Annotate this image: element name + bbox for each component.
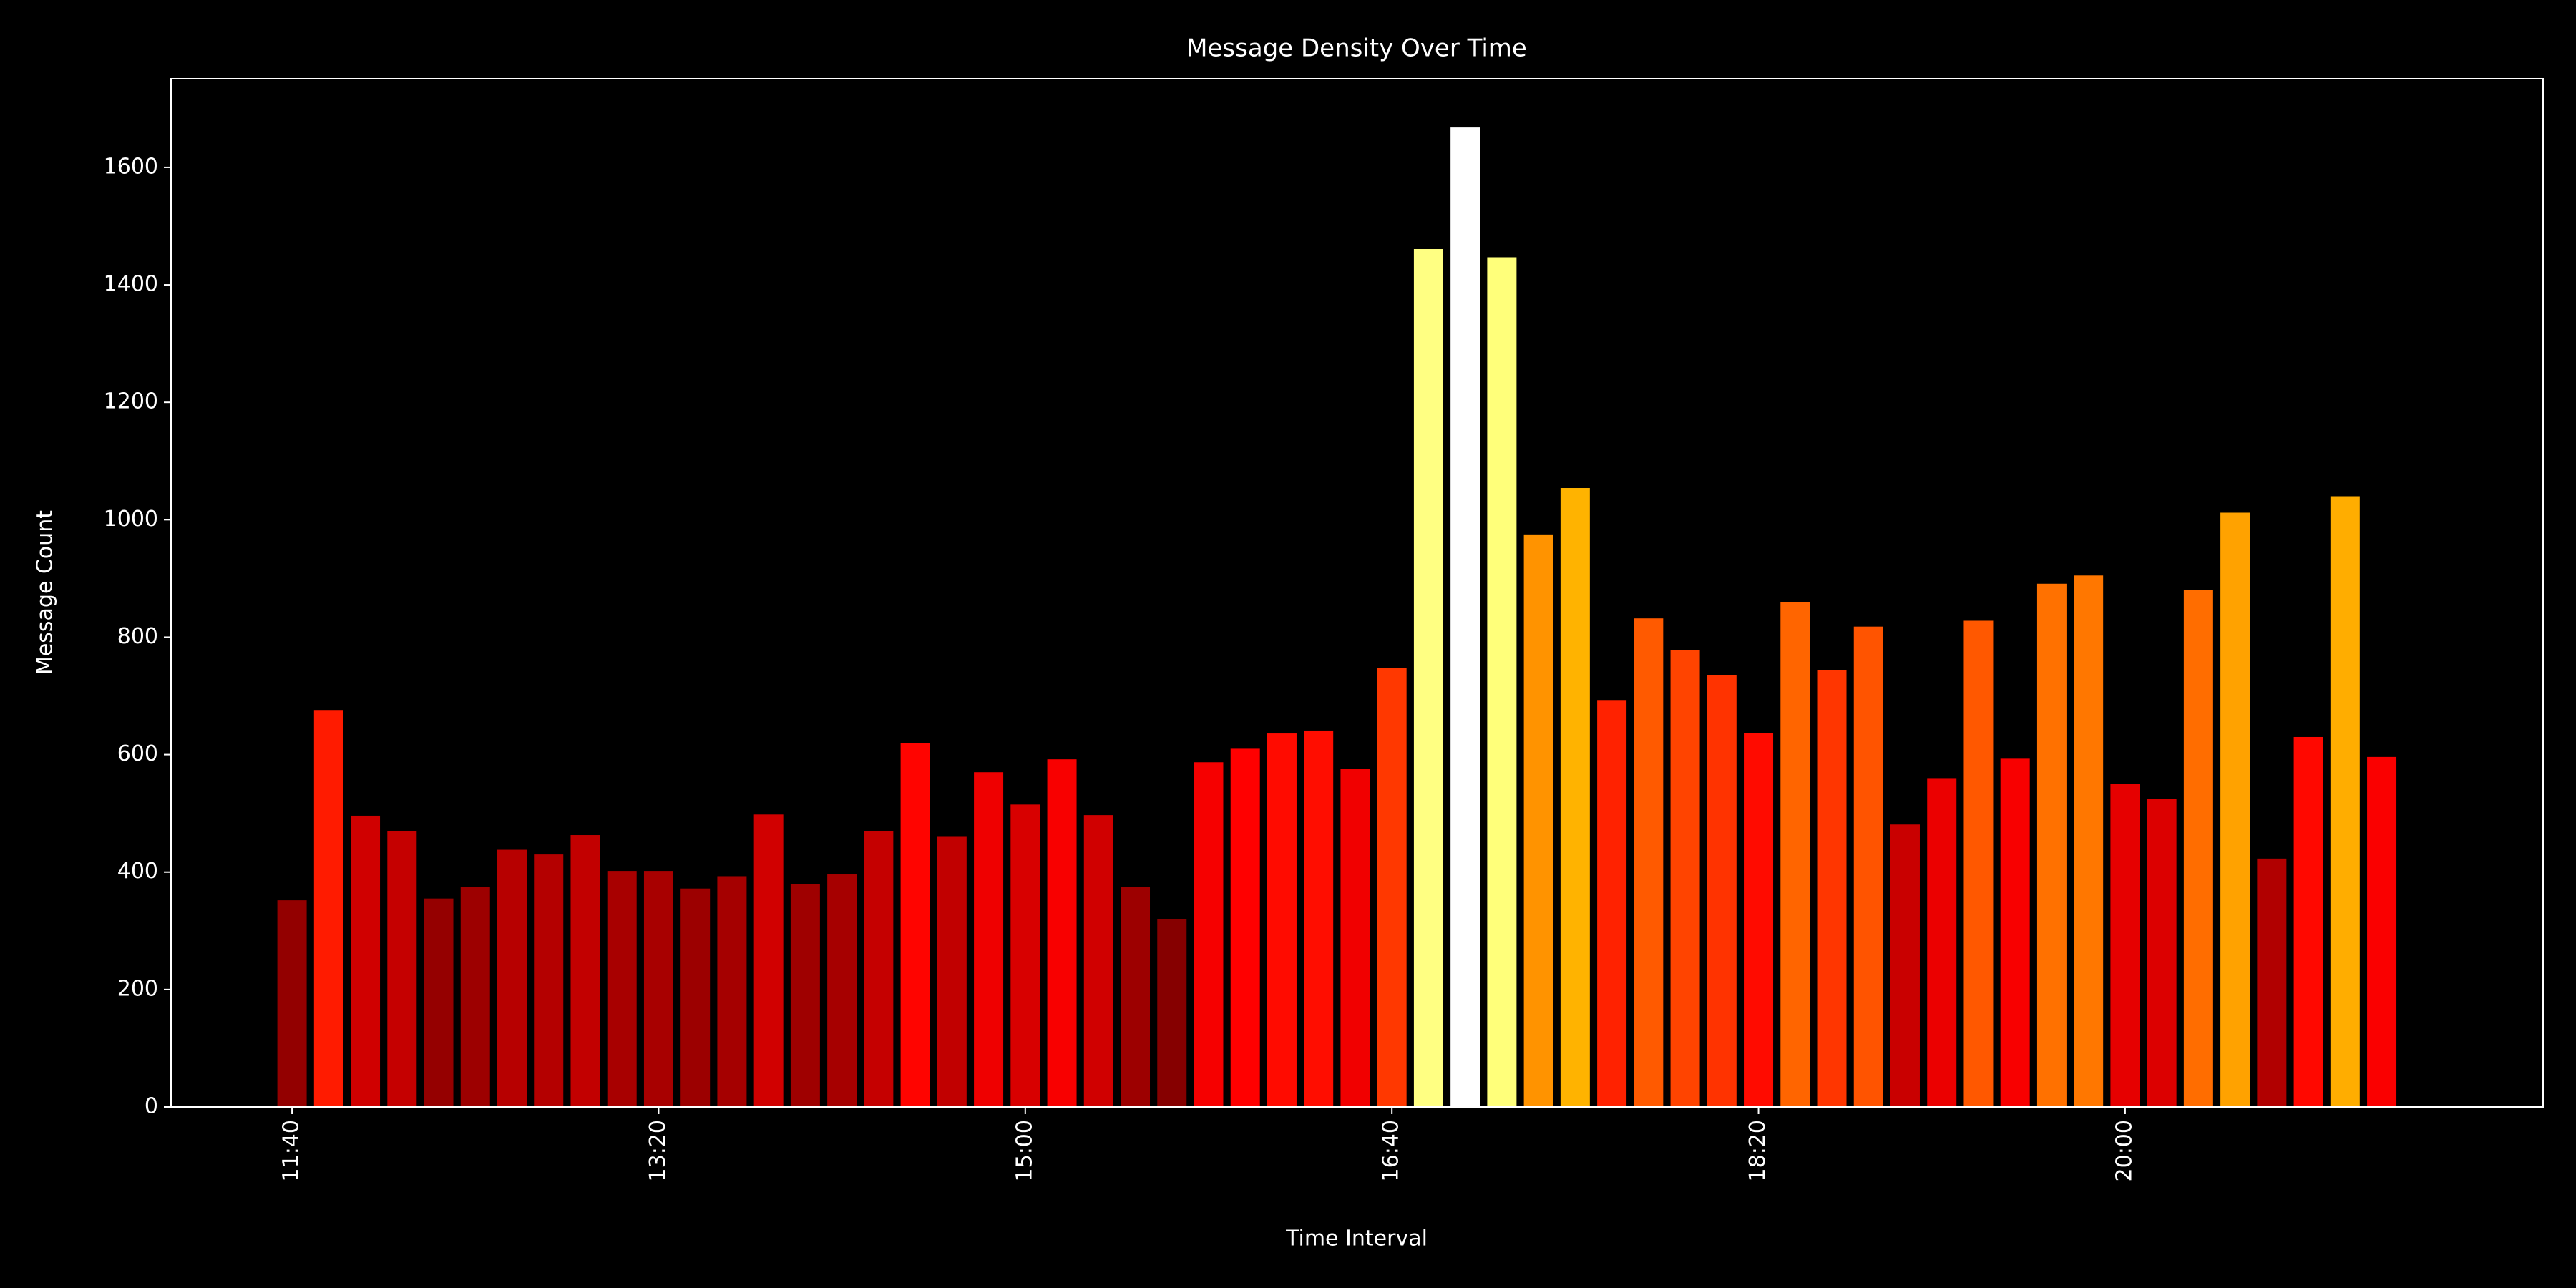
bar	[1267, 733, 1297, 1107]
y-tick-label: 200	[117, 976, 158, 1001]
bar	[2367, 756, 2397, 1107]
y-tick-label: 400	[117, 859, 158, 884]
bar	[1634, 618, 1664, 1107]
x-tick-label: 15:00	[1012, 1120, 1037, 1181]
bar	[680, 888, 711, 1107]
bar	[1121, 887, 1151, 1107]
bar	[1194, 762, 1224, 1107]
x-tick-label: 16:40	[1379, 1120, 1404, 1181]
bar	[1047, 759, 1077, 1107]
bar	[534, 854, 564, 1107]
bar	[1707, 675, 1737, 1107]
bar	[607, 871, 637, 1107]
bar	[1744, 733, 1774, 1107]
y-tick-label: 600	[117, 741, 158, 766]
bar	[1890, 824, 1920, 1107]
y-tick-label: 1200	[104, 389, 158, 414]
bar	[2147, 799, 2177, 1107]
y-tick-label: 800	[117, 624, 158, 649]
bar	[1963, 620, 1994, 1107]
bar	[2220, 512, 2250, 1107]
bar	[2293, 736, 2323, 1107]
x-tick-label: 11:40	[279, 1120, 304, 1181]
bar	[277, 900, 307, 1107]
bar	[2110, 784, 2140, 1107]
bar	[2257, 858, 2287, 1107]
y-tick-label: 1400	[104, 272, 158, 297]
bar	[790, 884, 820, 1107]
bar	[1780, 602, 1810, 1107]
bar	[313, 710, 343, 1107]
bar	[1523, 534, 1553, 1107]
x-tick-label: 20:00	[2112, 1120, 2137, 1181]
x-tick-label: 18:20	[1745, 1120, 1770, 1181]
bar	[753, 814, 784, 1107]
y-tick-label: 0	[145, 1094, 158, 1119]
bar	[1010, 804, 1040, 1107]
bar	[497, 849, 527, 1107]
bar	[1304, 730, 1334, 1107]
bar	[387, 831, 417, 1107]
bar	[717, 876, 747, 1107]
bar	[1597, 700, 1627, 1107]
bar	[974, 772, 1004, 1107]
bar	[1670, 650, 1700, 1107]
y-tick-label: 1000	[104, 507, 158, 532]
chart-title: Message Density Over Time	[1186, 34, 1527, 63]
plot-frame	[170, 78, 2544, 1108]
bar	[2036, 583, 2067, 1107]
bar	[1413, 248, 1443, 1108]
bar	[1377, 668, 1407, 1107]
bar	[570, 835, 600, 1107]
bar	[1083, 815, 1113, 1107]
x-tick-label: 13:20	[645, 1120, 670, 1181]
bar	[864, 831, 894, 1107]
bar	[1340, 769, 1370, 1107]
bar	[2000, 758, 2030, 1107]
bar	[1157, 919, 1187, 1107]
bar	[424, 898, 454, 1107]
bar	[1487, 257, 1517, 1107]
bar	[1450, 127, 1480, 1107]
bar	[900, 743, 930, 1107]
y-axis-label: Message Count	[33, 510, 58, 675]
x-axis-label: Time Interval	[1285, 1226, 1428, 1252]
bar	[351, 815, 381, 1107]
bar	[827, 874, 857, 1107]
bar	[460, 887, 490, 1107]
bar	[1927, 778, 1957, 1107]
bar	[937, 836, 967, 1107]
bar	[1817, 670, 1847, 1107]
bar	[2074, 575, 2104, 1107]
y-tick-label: 1600	[104, 154, 158, 179]
bar	[1230, 748, 1260, 1107]
bar	[2330, 496, 2360, 1107]
bar	[2183, 590, 2213, 1107]
bar	[1853, 626, 1883, 1107]
bar	[1560, 488, 1590, 1107]
bar	[643, 871, 673, 1107]
